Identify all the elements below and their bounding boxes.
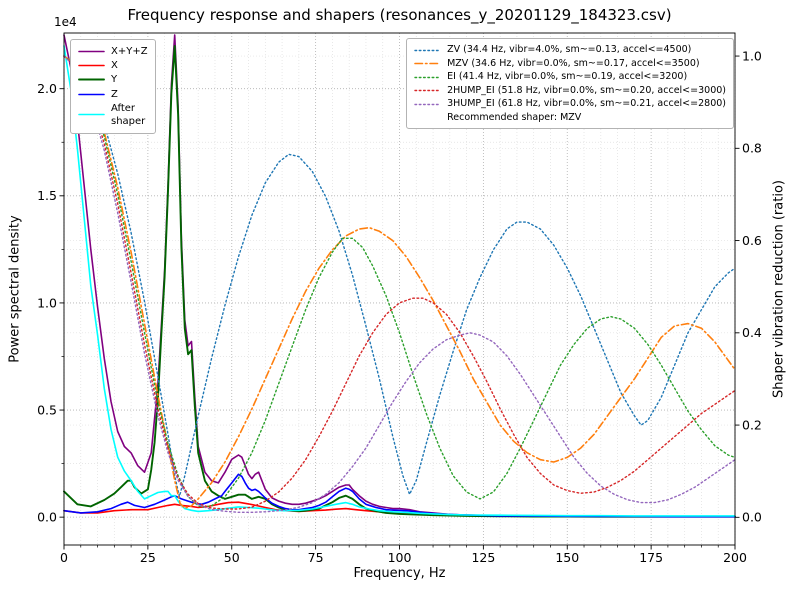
y-left-tick-label: 1.0	[37, 295, 57, 310]
x-tick-label: 25	[140, 550, 156, 565]
legend-note: Recommended shaper: MZV	[447, 111, 582, 123]
y-left-tick-label: 1.5	[37, 188, 57, 203]
legend-line-sample-icon	[78, 64, 105, 67]
chart-title: Frequency response and shapers (resonanc…	[127, 6, 672, 24]
legend-entry-y: Y	[78, 73, 148, 86]
x-tick-label: 50	[224, 550, 240, 565]
y-axis-offset-text: 1e4	[54, 15, 77, 29]
x-tick-label: 100	[388, 550, 412, 565]
x-tick-label: 175	[639, 550, 663, 565]
legend-line-sample-icon	[78, 93, 105, 95]
legend-entry-3hump-ei: 3HUMP_EI (61.8 Hz, vibr=0.0%, sm~=0.21, …	[414, 98, 726, 111]
shaper-curve-zv	[63, 55, 736, 498]
shaper-curve-ei	[63, 55, 736, 508]
legend-label: Y	[111, 74, 118, 86]
legend-entry-ei: EI (41.4 Hz, vibr=0.0%, sm~=0.19, accel<…	[414, 71, 726, 84]
legend-entry-2hump-ei: 2HUMP_EI (51.8 Hz, vibr=0.0%, sm~=0.20, …	[414, 85, 726, 98]
legend-line-sample-icon	[414, 62, 441, 65]
legend-label: Z	[111, 88, 118, 100]
y-right-tick-label: 0.8	[742, 141, 762, 156]
legend-entry-zv: ZV (34.4 Hz, vibr=4.0%, sm~=0.13, accel<…	[414, 44, 726, 57]
legend-label: After shaper	[111, 102, 146, 127]
legend-entry-z: Z	[78, 88, 148, 101]
legend-label: EI (41.4 Hz, vibr=0.0%, sm~=0.19, accel<…	[447, 71, 688, 83]
legend-entry-mzv: MZV (34.6 Hz, vibr=0.0%, sm~=0.17, accel…	[414, 58, 726, 71]
legend-label: 2HUMP_EI (51.8 Hz, vibr=0.0%, sm~=0.20, …	[447, 84, 726, 96]
shaper-curve-3hump-ei	[63, 55, 736, 513]
legend-line-sample-icon	[414, 103, 441, 106]
x-tick-label: 75	[308, 550, 324, 565]
legend-line-sample-icon	[414, 90, 441, 92]
y-right-tick-label: 0.2	[742, 417, 762, 432]
x-tick-label: 200	[723, 550, 747, 565]
legend-entry-after-shaper: After shaper	[78, 102, 148, 128]
psd-curve-x-y-z	[63, 34, 736, 518]
y-left-tick-label: 0.5	[37, 402, 57, 417]
legend-line-sample-icon	[414, 76, 441, 79]
shaper-curve-mzv	[63, 55, 736, 509]
legend-psd: X+Y+Z X Y Z After shaper	[70, 39, 156, 135]
legend-label: X+Y+Z	[111, 46, 148, 57]
legend-entry-x-y-z: X+Y+Z	[78, 45, 148, 58]
legend-label: X	[111, 60, 118, 72]
legend-entry-x: X	[78, 59, 148, 72]
psd-curve-y	[63, 44, 736, 518]
y-right-tick-label: 1.0	[742, 48, 762, 63]
x-axis-label: Frequency, Hz	[353, 566, 446, 581]
y-right-tick-label: 0.6	[742, 233, 762, 248]
legend-shapers: ZV (34.4 Hz, vibr=4.0%, sm~=0.13, accel<…	[406, 38, 734, 130]
x-tick-label: 150	[555, 550, 579, 565]
legend-label: ZV (34.4 Hz, vibr=4.0%, sm~=0.13, accel<…	[447, 44, 692, 55]
legend-label: MZV (34.6 Hz, vibr=0.0%, sm~=0.17, accel…	[447, 57, 700, 69]
y-right-tick-label: 0.0	[742, 510, 762, 525]
legend-label: 3HUMP_EI (61.8 Hz, vibr=0.0%, sm~=0.21, …	[447, 98, 726, 110]
psd-curve-after-shaper	[63, 45, 736, 517]
legend-line-sample-icon	[78, 79, 105, 81]
legend-line-sample-icon	[78, 50, 105, 53]
y-right-tick-label: 0.4	[742, 325, 762, 340]
shaper-curve-2hump-ei	[63, 55, 736, 510]
legend-line-sample-icon	[414, 49, 441, 51]
legend-line-sample-icon	[78, 114, 105, 116]
y-left-tick-label: 2.0	[37, 81, 57, 96]
y-left-tick-label: 0.0	[37, 510, 57, 525]
x-tick-label: 125	[471, 550, 495, 565]
x-tick-label: 0	[60, 550, 68, 565]
